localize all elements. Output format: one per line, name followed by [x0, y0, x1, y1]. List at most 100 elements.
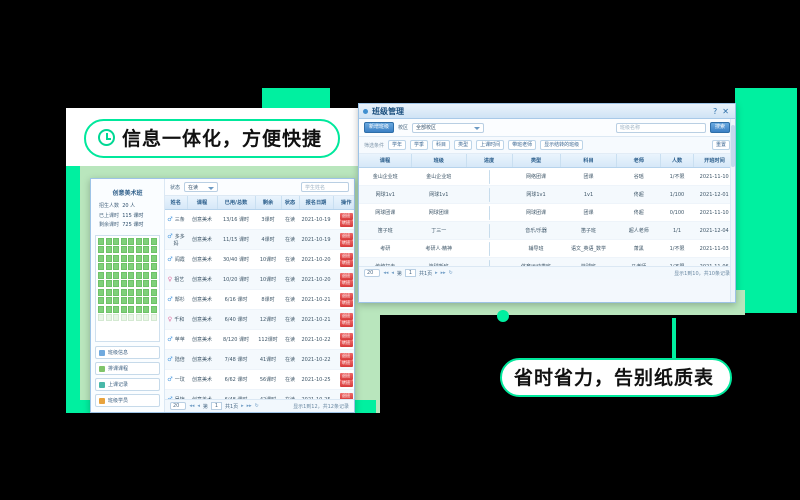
seat-cell[interactable]: [98, 254, 105, 262]
seat-cell[interactable]: [105, 237, 112, 245]
seat-cell[interactable]: [128, 288, 135, 296]
roster-prev-page[interactable]: ◂: [197, 403, 200, 409]
filter-tag-3[interactable]: 类型: [454, 140, 473, 150]
seat-cell[interactable]: [143, 246, 150, 253]
roster-search-input[interactable]: 学生姓名: [301, 182, 349, 192]
roster-col-5[interactable]: 报名日期: [299, 196, 334, 210]
class-page-size[interactable]: 20: [364, 269, 381, 277]
reset-filters-button[interactable]: 重置: [711, 140, 730, 150]
action-button[interactable]: 退班: [339, 392, 353, 399]
action-button[interactable]: 退班: [339, 372, 353, 380]
seat-cell[interactable]: [120, 254, 127, 262]
table-row[interactable]: 考研 考研人·精神 辅导班 语文_英语_数学 萧黑 1/不限 2021-11-03: [359, 239, 735, 258]
roster-col-0[interactable]: 姓名: [165, 196, 188, 210]
seat-cell[interactable]: [135, 305, 142, 313]
seat-cell[interactable]: [105, 288, 112, 296]
seat-cell[interactable]: [150, 254, 157, 262]
class-search-input[interactable]: 班级名称: [615, 122, 706, 133]
seat-cell[interactable]: [135, 271, 142, 279]
seat-cell[interactable]: [113, 305, 120, 313]
seat-cell[interactable]: [98, 237, 105, 245]
roster-col-6[interactable]: 操作: [333, 196, 354, 210]
action-button[interactable]: 转班: [339, 339, 353, 347]
roster-col-4[interactable]: 状态: [281, 196, 300, 210]
seat-cell[interactable]: [113, 297, 120, 304]
seat-cell[interactable]: [128, 237, 135, 245]
class-prev-page[interactable]: ◂: [391, 270, 394, 276]
table-row[interactable]: 网球1v1 网球1v1 网球1v1 1v1 佟超 1/100 2021-12-01: [359, 185, 735, 204]
class-refresh-icon[interactable]: ↻: [448, 270, 453, 276]
action-button[interactable]: 转班: [339, 279, 353, 287]
seat-cell[interactable]: [143, 314, 150, 321]
action-button[interactable]: 退班: [339, 352, 353, 360]
seat-cell[interactable]: [143, 305, 150, 313]
filter-tag-4[interactable]: 上课时间: [476, 140, 505, 150]
seat-cell[interactable]: [113, 271, 120, 279]
seat-cell[interactable]: [135, 246, 142, 253]
roster-col-2[interactable]: 已用/总数: [217, 196, 256, 210]
roster-col-1[interactable]: 课程: [187, 196, 218, 210]
seat-cell[interactable]: [120, 297, 127, 304]
seat-cell[interactable]: [98, 297, 105, 304]
seat-cell[interactable]: [113, 314, 120, 321]
seat-cell[interactable]: [143, 271, 150, 279]
class-page-input[interactable]: 1: [404, 269, 416, 277]
class-window-titlebar[interactable]: 班级管理 ? ✕: [359, 104, 735, 119]
seat-cell[interactable]: [113, 263, 120, 270]
action-button[interactable]: 退班: [339, 212, 353, 220]
class-col-3[interactable]: 类型: [512, 154, 561, 168]
seat-cell[interactable]: [150, 297, 157, 304]
seat-cell[interactable]: [150, 271, 157, 279]
class-col-2[interactable]: 进度: [466, 154, 513, 168]
seat-cell[interactable]: [143, 288, 150, 296]
close-icon[interactable]: ✕: [722, 106, 729, 116]
class-table-scroll[interactable]: 课程 班级 进度 类型 科目 老师 人数 开班时间 金山企业班 金山企业班 网络团课 团课 谷瑶 1/不…: [359, 154, 735, 266]
filter-tag-5[interactable]: 带班老师: [508, 140, 537, 150]
class-col-5[interactable]: 老师: [616, 154, 662, 168]
seat-cell[interactable]: [128, 297, 135, 304]
seat-cell[interactable]: [120, 263, 127, 270]
seat-cell[interactable]: [135, 297, 142, 304]
seat-cell[interactable]: [150, 288, 157, 296]
action-button[interactable]: 转班: [339, 319, 353, 327]
seat-cell[interactable]: [128, 305, 135, 313]
filter-tag-6[interactable]: 显示结转的班级: [540, 140, 584, 150]
seat-cell[interactable]: [113, 288, 120, 296]
seat-cell[interactable]: [135, 254, 142, 262]
table-row[interactable]: 笛子班 丁三一 音乐/乐器 笛子班 超人老师 1/1 2021-12-04: [359, 221, 735, 240]
class-next-page[interactable]: ▸: [435, 270, 438, 276]
seat-cell[interactable]: [113, 280, 120, 287]
class-col-4[interactable]: 科目: [560, 154, 618, 168]
roster-page-input[interactable]: 1: [210, 402, 222, 410]
seat-cell[interactable]: [128, 246, 135, 253]
action-button[interactable]: 退班: [339, 292, 353, 300]
seat-cell[interactable]: [128, 254, 135, 262]
action-button[interactable]: 退班: [339, 272, 353, 280]
seat-cell[interactable]: [135, 288, 142, 296]
seat-cell[interactable]: [120, 288, 127, 296]
seat-cell[interactable]: [98, 314, 105, 321]
roster-first-page[interactable]: ◂◂: [189, 403, 195, 409]
seat-cell[interactable]: [113, 237, 120, 245]
filter-tag-0[interactable]: 学年: [388, 140, 407, 150]
class-info-button[interactable]: 班级信息: [95, 346, 160, 359]
seat-cell[interactable]: [98, 246, 105, 253]
seat-cell[interactable]: [150, 280, 157, 287]
seat-cell[interactable]: [150, 263, 157, 270]
filter-tag-2[interactable]: 科目: [432, 140, 451, 150]
seat-cell[interactable]: [143, 254, 150, 262]
action-button[interactable]: 转班: [339, 219, 353, 227]
seat-cell[interactable]: [120, 314, 127, 321]
seat-cell[interactable]: [120, 280, 127, 287]
seat-cell[interactable]: [105, 297, 112, 304]
table-row[interactable]: 金山企业班 金山企业班 网络团课 团课 谷瑶 1/不限 2021-11-10: [359, 167, 735, 186]
seat-cell[interactable]: [128, 263, 135, 270]
